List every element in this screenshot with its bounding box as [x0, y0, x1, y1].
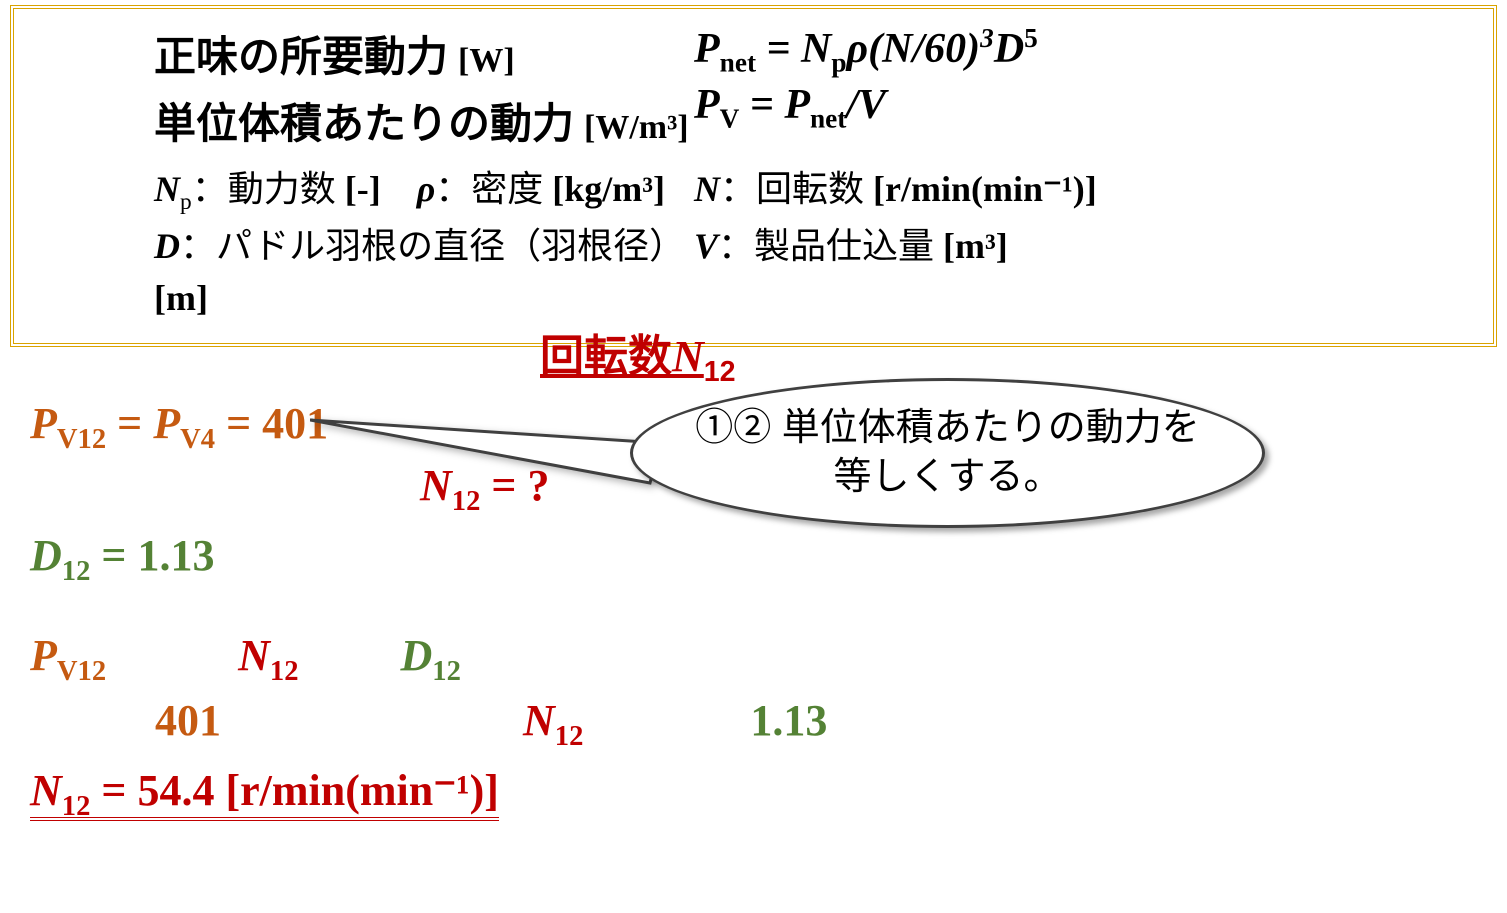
callout: ①② 単位体積あたりの動力を等しくする。: [565, 378, 1265, 528]
definitions: Np：動力数 [-] ρ：密度 [kg/m³] N：回転数 [r/min(min…: [154, 163, 1473, 325]
unit-wm3: [W/m³]: [584, 109, 689, 147]
def-n: N：回転数 [r/min(min⁻¹)]: [694, 163, 1097, 220]
unit-w: [W]: [458, 42, 515, 80]
symbol-row: PV12 N12 D12: [30, 630, 461, 688]
label-net-power: 正味の所要動力: [154, 23, 448, 84]
eq-pnet: Pnet = Npρ(N/60)3D5: [694, 23, 1038, 78]
callout-text: ①② 単位体積あたりの動力を等しくする。: [630, 378, 1265, 528]
def-np-rho: Np：動力数 [-] ρ：密度 [kg/m³]: [154, 163, 694, 220]
eq-pv12-equals: PV12 = PV4 = 401: [30, 398, 328, 456]
value-row: 401 N12 1.13: [155, 695, 827, 753]
result: N12 = 54.4 [r/min(min⁻¹)]: [30, 765, 499, 823]
def-d: D：パドル羽根の直径（羽根径）[m]: [154, 220, 694, 324]
formula-box: 正味の所要動力 [W] Pnet = Npρ(N/60)3D5 単位体積あたりの…: [10, 5, 1497, 347]
eq-d12: D12 = 1.13: [30, 530, 214, 588]
formula-row-2: 単位体積あたりの動力 [W/m³] PV = Pnet/V: [154, 90, 1473, 151]
formula-row-1: 正味の所要動力 [W] Pnet = Npρ(N/60)3D5: [154, 23, 1473, 84]
label-power-per-vol: 単位体積あたりの動力: [154, 90, 574, 151]
def-v: V：製品仕込量 [m³]: [694, 220, 1008, 324]
eq-pv: PV = Pnet/V: [694, 81, 886, 134]
